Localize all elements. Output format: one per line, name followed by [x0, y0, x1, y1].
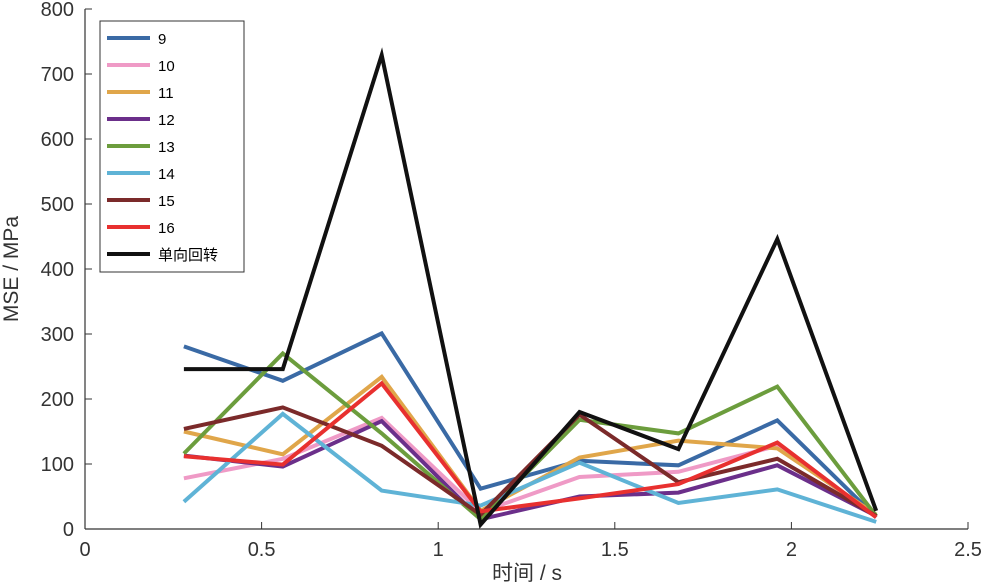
series-line-16 [183, 380, 878, 519]
x-axis-title: 时间 / s [492, 562, 562, 585]
y-ticks: 0 100 200 300 400 500 600 700 800 [41, 0, 92, 541]
y-tick-label: 800 [41, 0, 74, 21]
x-tick-label: 1.5 [601, 539, 629, 561]
y-axis-title: MSE / MPa [0, 216, 23, 323]
y-tick-label: 300 [41, 324, 74, 346]
legend-label: 11 [158, 85, 174, 102]
legend-label: 15 [158, 193, 175, 210]
y-tick-label: 100 [41, 454, 74, 476]
series-line-12 [183, 418, 878, 522]
y-tick-label: 500 [41, 194, 74, 216]
y-tick-label: 700 [41, 64, 74, 86]
legend-label: 13 [158, 139, 175, 156]
x-tick-label: 0 [79, 539, 90, 561]
y-tick-label: 200 [41, 389, 74, 411]
legend-label: 单向回转 [158, 247, 218, 264]
series-line-单向回转 [183, 47, 879, 529]
x-ticks: 0 0.5 1 1.5 2 2.5 [79, 522, 982, 561]
y-tick-label: 600 [41, 129, 74, 151]
legend-label: 9 [158, 31, 166, 48]
legend-label: 12 [158, 112, 175, 129]
legend-label: 14 [158, 166, 175, 183]
x-tick-label: 2 [786, 539, 797, 561]
series-lines [182, 47, 879, 529]
y-tick-label: 0 [63, 519, 74, 541]
legend-items: 9 10 11 12 13 14 15 16 单向回转 [107, 31, 218, 264]
legend-label: 16 [158, 220, 175, 237]
legend: 9 10 11 12 13 14 15 16 单向回转 [99, 20, 245, 273]
legend-label: 10 [158, 58, 175, 75]
x-tick-label: 0.5 [248, 539, 276, 561]
series-line-9 [183, 330, 878, 519]
x-tick-label: 1 [433, 539, 444, 561]
series-line-15 [183, 405, 878, 518]
y-tick-label: 400 [41, 259, 74, 281]
series-line-14 [182, 411, 877, 524]
x-tick-label: 2.5 [954, 539, 982, 561]
